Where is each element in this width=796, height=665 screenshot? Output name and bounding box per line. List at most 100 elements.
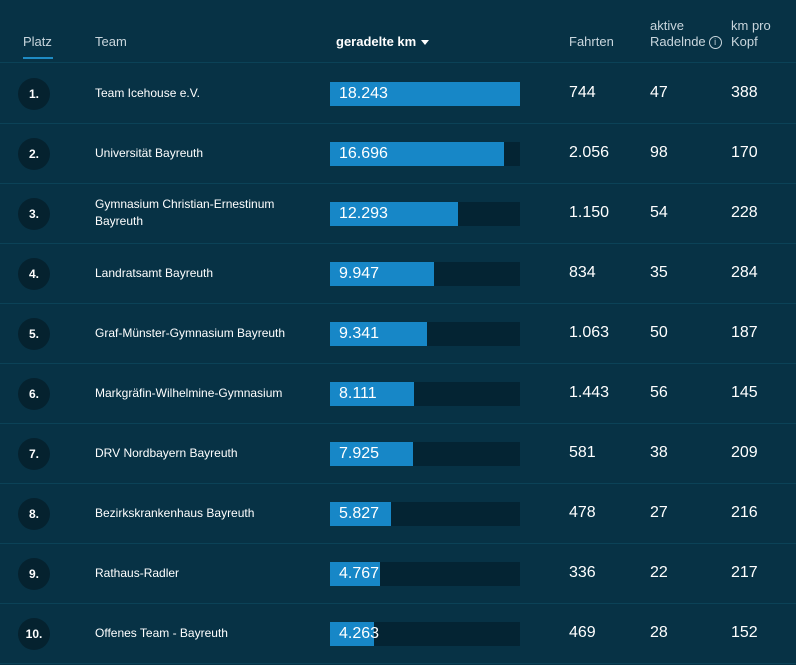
rank-badge: 6. [18, 378, 50, 410]
km-pro-kopf-value: 152 [731, 624, 758, 641]
column-header-km-label: geradelte km [336, 34, 417, 49]
km-bar-track: 8.111 [330, 382, 520, 406]
team-name-label: Graf-Münster-Gymnasium Bayreuth [95, 325, 286, 340]
team-name[interactable]: Team Icehouse e.V. [95, 63, 315, 123]
team-name[interactable]: Landratsamt Bayreuth [95, 243, 315, 303]
column-header-aktive-line2: Radelnde i [650, 34, 730, 50]
fahrten-value: 469 [569, 624, 596, 641]
team-name-label: Universität Bayreuth [95, 145, 204, 160]
km-bar-track: 7.925 [330, 442, 520, 466]
column-header-aktive-radelnde[interactable]: aktive Radelnde i [650, 18, 730, 50]
km-bar-fill [330, 382, 414, 406]
km-bar-track: 4.767 [330, 562, 520, 586]
team-name-label: Bezirkskrankenhaus Bayreuth [95, 505, 255, 520]
table-row[interactable]: 6. Markgräfin-Wilhelmine-Gymnasium 8.111 1.… [0, 363, 796, 424]
km-bar-fill [330, 142, 504, 166]
column-header-km-pro-kopf[interactable]: km pro Kopf [731, 18, 791, 50]
aktive-radelnde-value: 35 [650, 264, 668, 281]
fahrten-value: 1.150 [569, 204, 610, 221]
km-value: 9.341 [339, 325, 380, 342]
km-value: 8.111 [339, 385, 377, 402]
km-bar-fill [330, 202, 458, 226]
km-value: 16.696 [339, 145, 388, 162]
team-name-label: DRV Nordbayern Bayreuth [95, 445, 238, 460]
rank-badge: 3. [18, 198, 50, 230]
aktive-radelnde-value: 54 [650, 204, 668, 221]
aktive-radelnde-value: 56 [650, 384, 668, 401]
km-bar-track: 5.827 [330, 502, 520, 526]
km-value: 12.293 [339, 205, 388, 222]
team-name[interactable]: Markgräfin-Wilhelmine-Gymnasium [95, 363, 315, 423]
column-header-fahrten[interactable]: Fahrten [569, 34, 614, 49]
km-value: 4.263 [339, 625, 380, 642]
km-bar-fill [330, 442, 413, 466]
km-pro-kopf-value: 170 [731, 144, 758, 161]
km-bar-fill [330, 82, 520, 106]
fahrten-value: 834 [569, 264, 596, 281]
km-value: 18.243 [339, 85, 388, 102]
team-name[interactable]: Rathaus-Radler [95, 543, 315, 603]
km-pro-kopf-value: 284 [731, 264, 758, 281]
rank-badge: 8. [18, 498, 50, 530]
aktive-radelnde-value: 47 [650, 84, 668, 101]
km-bar-track: 4.263 [330, 622, 520, 646]
aktive-radelnde-value: 50 [650, 324, 668, 341]
table-row[interactable]: 5. Graf-Münster-Gymnasium Bayreuth 9.341 1.… [0, 303, 796, 364]
km-bar-fill [330, 502, 391, 526]
km-pro-kopf-value: 187 [731, 324, 758, 341]
team-name-label: Markgräfin-Wilhelmine-Gymnasium [95, 385, 283, 400]
rank-badge: 10. [18, 618, 50, 650]
active-column-indicator [23, 57, 53, 59]
table-row[interactable]: 1. Team Icehouse e.V. 18.243 744 47 388 [0, 63, 796, 124]
km-pro-kopf-value: 388 [731, 84, 758, 101]
team-name-label: Rathaus-Radler [95, 565, 180, 580]
sort-descending-icon [421, 40, 430, 46]
rank-badge: 5. [18, 318, 50, 350]
aktive-radelnde-value: 27 [650, 504, 668, 521]
km-value: 5.827 [339, 505, 380, 522]
column-header-km[interactable]: geradelte km [336, 34, 430, 50]
fahrten-value: 2.056 [569, 144, 610, 161]
km-bar-fill [330, 322, 427, 346]
column-header-platz[interactable]: Platz [23, 34, 52, 49]
table-row[interactable]: 9. Rathaus-Radler 4.767 336 22 217 [0, 543, 796, 604]
km-bar-fill [330, 622, 374, 646]
team-name[interactable]: Graf-Münster-Gymnasium Bayreuth [95, 303, 315, 363]
km-value: 9.947 [339, 265, 380, 282]
team-name-label: Landratsamt Bayreuth [95, 265, 214, 280]
km-pro-kopf-value: 145 [731, 384, 758, 401]
table-row[interactable]: 10. Offenes Team - Bayreuth 4.263 469 28 152 [0, 603, 796, 664]
team-name-label: Team Icehouse e.V. [95, 85, 200, 100]
aktive-radelnde-value: 22 [650, 564, 668, 581]
km-bar-fill [330, 562, 380, 586]
table-row[interactable]: 8. Bezirkskrankenhaus Bayreuth 5.827 478 27 2… [0, 483, 796, 544]
rank-badge: 7. [18, 438, 50, 470]
rank-badge: 9. [18, 558, 50, 590]
km-value: 4.767 [339, 565, 380, 582]
team-name[interactable]: Gymnasium Christian-Ernestinum Bayreuth [95, 183, 315, 243]
team-name[interactable]: DRV Nordbayern Bayreuth [95, 423, 315, 483]
km-bar-track: 9.341 [330, 322, 520, 346]
column-header-kmpro-line2: Kopf [731, 34, 758, 49]
table-row[interactable]: 3. Gymnasium Christian-Ernestinum Bayreut… [0, 183, 796, 244]
rank-badge: 1. [18, 78, 50, 110]
column-header-team[interactable]: Team [95, 34, 127, 49]
team-name[interactable]: Bezirkskrankenhaus Bayreuth [95, 483, 315, 543]
table-row[interactable]: 7. DRV Nordbayern Bayreuth 7.925 581 38 209 [0, 423, 796, 484]
team-name[interactable]: Offenes Team - Bayreuth [95, 603, 315, 663]
km-value: 7.925 [339, 445, 380, 462]
team-name[interactable]: Universität Bayreuth [95, 123, 315, 183]
km-bar-track: 16.696 [330, 142, 520, 166]
table-row[interactable]: 4. Landratsamt Bayreuth 9.947 834 35 284 [0, 243, 796, 304]
team-name-label: Gymnasium Christian-Ernestinum Bayreuth [95, 197, 275, 228]
table-row[interactable]: 2. Universität Bayreuth 16.696 2.056 98 170 [0, 123, 796, 184]
fahrten-value: 581 [569, 444, 596, 461]
km-bar-track: 9.947 [330, 262, 520, 286]
fahrten-value: 478 [569, 504, 596, 521]
fahrten-value: 1.443 [569, 384, 610, 401]
column-header-aktive-label: Radelnde [650, 34, 706, 49]
aktive-radelnde-value: 98 [650, 144, 668, 161]
info-icon[interactable]: i [708, 36, 722, 49]
km-pro-kopf-value: 228 [731, 204, 758, 221]
